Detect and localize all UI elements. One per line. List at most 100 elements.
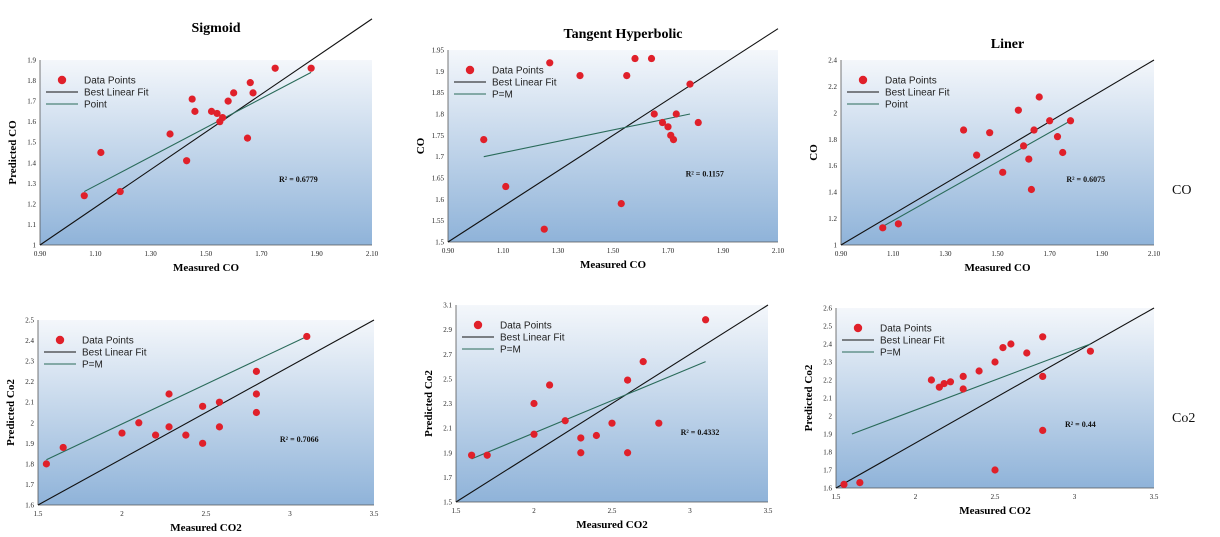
y-tick-label: 2.1 — [25, 399, 34, 407]
r-squared-label: R² = 0.4332 — [681, 428, 720, 437]
data-point — [999, 168, 1007, 176]
y-tick-label: 2.4 — [823, 341, 832, 349]
r-squared-label: R² = 0.1157 — [686, 170, 724, 179]
legend-marker-data-points — [853, 323, 863, 333]
data-point — [183, 157, 191, 165]
data-point — [592, 431, 601, 440]
legend-label: Data Points — [492, 66, 544, 77]
legend-label: Data Points — [500, 321, 552, 332]
data-point — [1039, 372, 1047, 380]
data-point — [617, 200, 625, 208]
x-tick-label: 1.70 — [255, 250, 268, 258]
y-axis-title: Predicted Co2 — [5, 379, 17, 446]
data-point — [576, 72, 584, 80]
y-tick-label: 2.3 — [25, 358, 34, 366]
data-point — [1039, 426, 1047, 434]
data-point — [975, 367, 983, 375]
legend-label: P=M — [492, 90, 513, 101]
legend-label: Point — [84, 100, 107, 111]
y-tick-label: 2.9 — [443, 326, 452, 334]
data-point — [647, 54, 656, 63]
data-point — [116, 187, 124, 196]
y-axis-title: Predicted Co2 — [423, 370, 435, 437]
data-point — [252, 408, 260, 417]
data-point — [191, 107, 199, 115]
y-tick-label: 2.4 — [828, 57, 837, 65]
y-tick-label: 1.5 — [443, 499, 452, 507]
data-point — [207, 107, 216, 115]
y-tick-label: 1.85 — [432, 89, 445, 97]
data-point — [959, 385, 967, 393]
data-point — [1039, 333, 1047, 341]
data-point — [166, 130, 174, 138]
x-tick-label: 2 — [914, 493, 918, 501]
data-point — [118, 429, 126, 437]
data-point — [991, 466, 999, 474]
perfect-prediction-line — [835, 307, 1155, 489]
x-axis-title: Measured CO2 — [576, 519, 648, 531]
data-point — [246, 79, 254, 87]
liner-co2-chart: 1.5 2 2.5 3 3.5 1.6 1.7 1.8 1.9 2 2.1 2.2 2.3 2.4 2.5 2… — [803, 305, 1159, 518]
x-tick-label: 1.90 — [1096, 250, 1109, 258]
data-point — [940, 380, 948, 388]
data-point — [215, 423, 224, 431]
y-tick-label: 1.95 — [432, 47, 445, 55]
legend-label: Best Linear Fit — [885, 88, 950, 99]
legend-label: Data Points — [885, 76, 937, 87]
r-squared-label: R² = 0.7066 — [280, 435, 319, 444]
chart-title: Tangent Hyperbolic — [564, 27, 683, 42]
data-point — [468, 451, 476, 459]
y-tick-label: 2 — [834, 109, 838, 117]
x-tick-label: 1.5 — [832, 493, 841, 501]
r-squared-label: R² = 0.6075 — [1066, 175, 1105, 184]
data-point — [1059, 148, 1067, 157]
y-tick-label: 1.8 — [823, 449, 832, 457]
data-point — [540, 225, 548, 233]
plot-area — [40, 60, 372, 245]
data-point — [1019, 142, 1028, 150]
y-tick-label: 1.7 — [435, 153, 444, 161]
data-point — [959, 372, 967, 380]
chart-title: Liner — [991, 37, 1024, 52]
data-point — [624, 376, 632, 384]
x-axis-title: Measured CO — [964, 262, 1031, 274]
best-linear-fit-line — [851, 343, 1091, 435]
data-point — [271, 64, 279, 72]
x-tick-label: 2.5 — [608, 507, 617, 515]
x-tick-label: 1.70 — [1044, 250, 1057, 258]
data-point — [215, 398, 224, 406]
y-axis-title: CO — [415, 137, 427, 154]
x-tick-label: 1.50 — [991, 250, 1004, 258]
best-linear-fit-line — [46, 335, 308, 461]
row-label-co2: Co2 — [1172, 411, 1195, 426]
data-point — [927, 376, 936, 384]
legend-marker-data-points — [473, 320, 483, 330]
x-tick-label: 1.10 — [497, 247, 510, 255]
y-tick-label: 2.5 — [443, 375, 452, 383]
data-point — [1066, 117, 1075, 125]
y-tick-label: 2.2 — [25, 378, 34, 386]
y-tick-label: 1.7 — [27, 98, 36, 106]
best-linear-fit-line — [483, 113, 691, 158]
legend-marker-data-points — [55, 335, 65, 345]
data-point — [182, 431, 190, 439]
y-tick-label: 1.65 — [432, 175, 445, 183]
x-tick-label: 1.90 — [311, 250, 324, 258]
legend-marker-data-points — [858, 75, 868, 85]
data-point — [307, 64, 315, 72]
data-point — [1086, 347, 1094, 355]
data-point — [243, 134, 252, 142]
legend-label: Best Linear Fit — [500, 333, 565, 344]
x-tick-label: 1.70 — [662, 247, 675, 255]
plot-area — [448, 50, 778, 242]
data-point — [530, 399, 538, 408]
x-tick-label: 1.50 — [200, 250, 213, 258]
data-point — [669, 136, 678, 144]
y-tick-label: 2.6 — [823, 305, 832, 313]
data-point — [135, 419, 143, 427]
legend-label: Data Points — [880, 324, 932, 335]
data-point — [879, 224, 887, 232]
x-tick-label: 1.5 — [452, 507, 461, 515]
best-linear-fit-line — [882, 120, 1071, 227]
